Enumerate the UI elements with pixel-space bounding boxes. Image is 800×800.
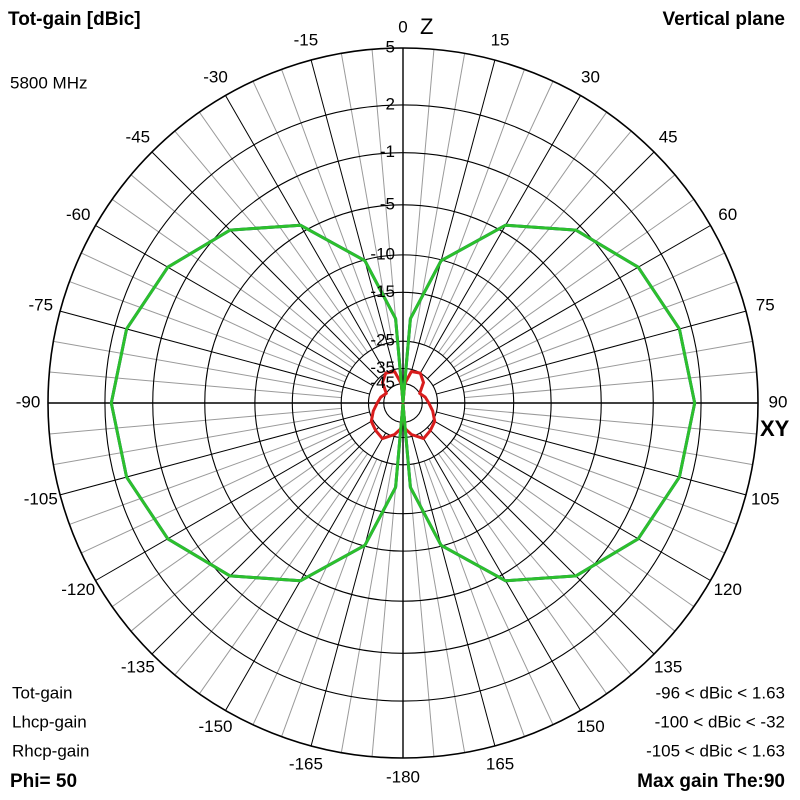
radial-tick-label: -1 (380, 142, 395, 161)
spoke (432, 419, 711, 581)
radial-tick-label: 2 (386, 94, 395, 113)
angle-tick-label: -45 (126, 127, 151, 146)
angle-tick-label: 75 (756, 295, 775, 314)
legend-entry: Rhcp-gain (12, 741, 90, 760)
radial-tick-label: 5 (386, 37, 395, 56)
spoke (427, 427, 655, 655)
radial-tick-label: -10 (370, 244, 395, 263)
angle-tick-label: 90 (769, 392, 788, 411)
angle-tick-label: -180 (386, 767, 420, 786)
grid (47, 47, 759, 759)
spoke (411, 436, 496, 747)
curves (109, 223, 697, 583)
xy-axis-label: XY (760, 416, 790, 441)
phi-label: Phi= 50 (10, 771, 77, 792)
spoke (310, 59, 395, 370)
spoke (419, 95, 581, 374)
angle-tick-label: -165 (289, 755, 323, 774)
frequency: 5800 MHz (10, 73, 87, 92)
chart-subtitle: Vertical plane (662, 9, 785, 30)
angle-tick-label: -90 (16, 392, 41, 411)
angle-tick-label: 165 (486, 755, 514, 774)
angle-tick-label: 15 (491, 30, 510, 49)
angle-tick-label: -75 (28, 295, 53, 314)
angle-tick-label: 60 (718, 205, 737, 224)
spoke (225, 432, 387, 711)
angle-tick-label: -135 (121, 658, 155, 677)
gain-range: -105 < dBic < 1.63 (646, 741, 785, 760)
angle-tick-label: 30 (581, 68, 600, 87)
legend-entry: Lhcp-gain (12, 712, 87, 731)
angle-tick-label: 45 (659, 127, 678, 146)
gain-curve (109, 223, 697, 583)
spoke (225, 95, 387, 374)
spoke (151, 427, 379, 655)
z-axis-label: Z (420, 14, 433, 39)
chart-title: Tot-gain [dBic] (8, 9, 141, 30)
spoke (411, 59, 496, 370)
radial-tick-label: -15 (370, 282, 395, 301)
angle-tick-label: -15 (294, 30, 319, 49)
spoke (436, 411, 747, 496)
radial-tick-label: -35 (370, 358, 395, 377)
angle-tick-label: -105 (24, 490, 58, 509)
max-gain-label: Max gain The:90 (637, 771, 785, 792)
spoke (59, 411, 370, 496)
radial-tick-label: -5 (380, 194, 395, 213)
spoke (427, 151, 655, 379)
labels: 52-1-5-10-15-25-35-450153045607590105120… (12, 17, 787, 786)
spoke (95, 419, 374, 581)
angle-tick-label: 135 (654, 658, 682, 677)
spoke (436, 310, 747, 395)
angle-tick-label: -150 (198, 717, 232, 736)
radial-tick-label: -25 (370, 331, 395, 350)
angle-tick-label: 105 (751, 490, 779, 509)
angle-tick-label: -30 (203, 68, 228, 87)
gain-range: -96 < dBic < 1.63 (656, 683, 785, 702)
angle-tick-label: 0 (398, 17, 407, 36)
gain-range: -100 < dBic < -32 (655, 712, 785, 731)
angle-tick-label: 150 (576, 717, 604, 736)
radial-tick-label: -45 (370, 373, 395, 392)
angle-tick-label: 120 (714, 580, 742, 599)
spoke (151, 151, 379, 379)
spoke (95, 225, 374, 387)
angle-tick-label: -60 (66, 205, 91, 224)
legend-entry: Tot-gain (12, 683, 72, 702)
spoke (310, 436, 395, 747)
spoke (419, 432, 581, 711)
angle-tick-label: -120 (61, 580, 95, 599)
spoke (59, 310, 370, 395)
spoke (432, 225, 711, 387)
